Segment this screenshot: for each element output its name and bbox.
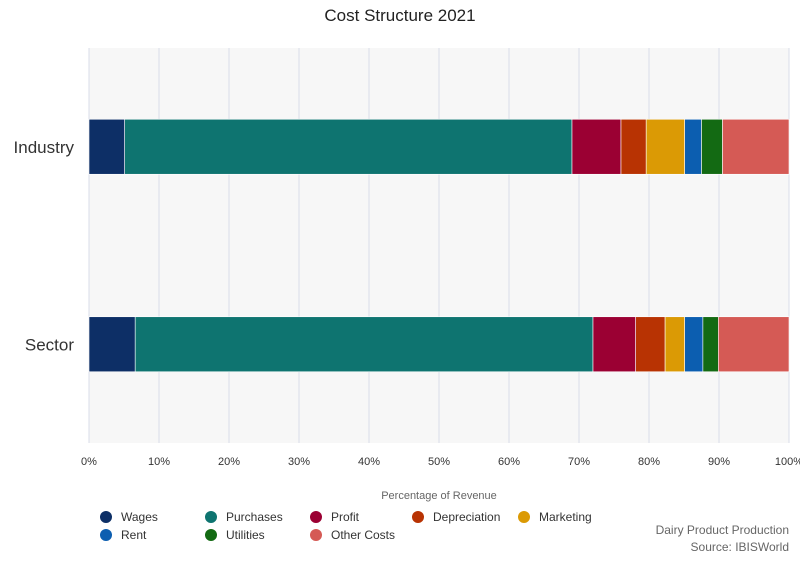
legend-swatch: [412, 511, 424, 523]
legend-item: Depreciation: [412, 510, 500, 524]
y-category-label: Industry: [14, 138, 75, 157]
x-tick-label: 60%: [498, 456, 520, 468]
bar-segment: [620, 118, 647, 175]
legend-label: Marketing: [539, 510, 592, 524]
x-tick-label: 90%: [708, 456, 730, 468]
x-tick-label: 20%: [218, 456, 240, 468]
y-category-label: Sector: [25, 335, 74, 354]
legend-item: Utilities: [205, 528, 265, 542]
legend-swatch: [310, 511, 322, 523]
legend-label: Other Costs: [331, 528, 396, 542]
bar-segment: [645, 118, 686, 175]
legend-swatch: [205, 529, 217, 541]
bar-segment: [88, 316, 136, 373]
bar-segment: [664, 316, 685, 373]
legend-item: Other Costs: [310, 528, 395, 542]
legend-item: Rent: [100, 528, 146, 542]
legend-item: Purchases: [205, 510, 283, 524]
bar-segment: [702, 316, 719, 373]
legend-item: Marketing: [518, 510, 592, 524]
legend-label: Utilities: [226, 528, 265, 542]
legend-swatch: [205, 511, 217, 523]
legend-label: Purchases: [226, 510, 283, 524]
legend-label: Rent: [121, 528, 147, 542]
bar-segment: [88, 118, 126, 175]
x-axis-label: Percentage of Revenue: [381, 490, 497, 502]
legend-item: Profit: [310, 510, 359, 524]
source-industry-name: Dairy Product Production: [655, 523, 789, 537]
x-tick-label: 80%: [638, 456, 660, 468]
bar-segment: [592, 316, 637, 373]
chart-title: Cost Structure 2021: [324, 6, 476, 25]
x-tick-label: 70%: [568, 456, 590, 468]
legend-item: Wages: [100, 510, 158, 524]
legend-swatch: [100, 511, 112, 523]
x-tick-label: 100%: [775, 456, 800, 468]
chart-source: Dairy Product Production Source: IBISWor…: [656, 522, 789, 556]
source-attribution: Source: IBISWorld: [690, 540, 789, 554]
bar-segment: [124, 118, 573, 175]
bar-segment: [134, 316, 594, 373]
bar-segment: [684, 316, 704, 373]
bar-segment: [684, 118, 702, 175]
x-tick-label: 10%: [148, 456, 170, 468]
bar-segment: [635, 316, 666, 373]
x-tick-label: 50%: [428, 456, 450, 468]
x-tick-label: 30%: [288, 456, 310, 468]
x-tick-label: 40%: [358, 456, 380, 468]
legend-label: Wages: [121, 510, 158, 524]
legend-swatch: [100, 529, 112, 541]
x-tick-label: 0%: [81, 456, 97, 468]
legend-swatch: [310, 529, 322, 541]
legend-label: Profit: [331, 510, 360, 524]
bar-segment: [717, 316, 790, 373]
bar-segment: [722, 118, 790, 175]
bar-segment: [571, 118, 622, 175]
legend-swatch: [518, 511, 530, 523]
bar-segment: [701, 118, 723, 175]
legend-label: Depreciation: [433, 510, 501, 524]
